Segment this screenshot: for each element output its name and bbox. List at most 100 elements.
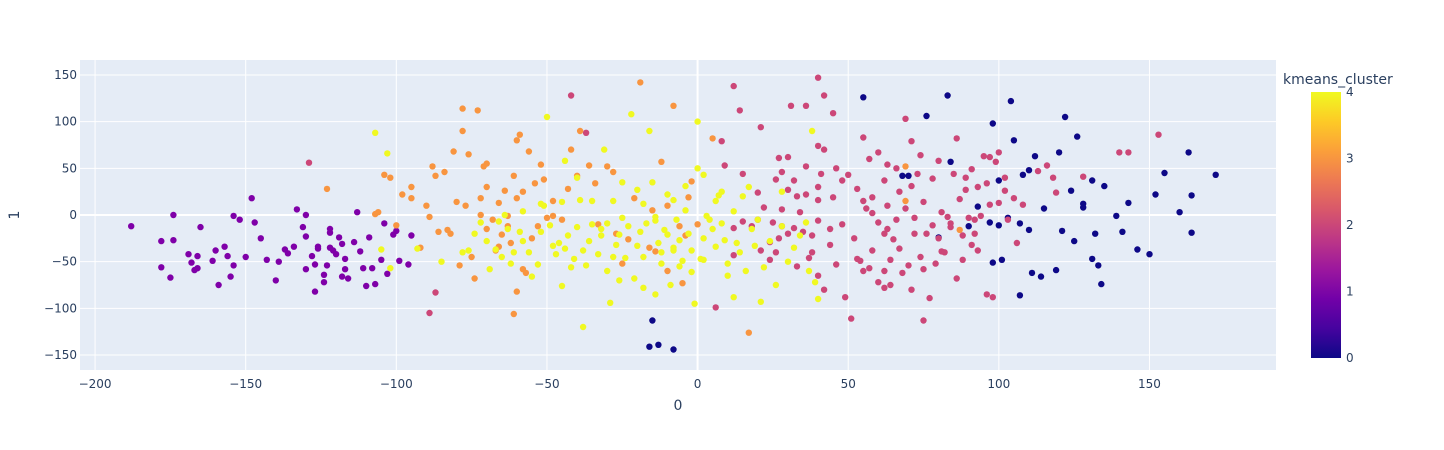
data-point [302, 211, 310, 219]
data-point [944, 92, 951, 99]
data-point [625, 223, 632, 230]
data-point [676, 263, 683, 270]
data-point [1071, 237, 1078, 245]
data-point [863, 205, 870, 212]
data-point [516, 228, 523, 235]
x-tick-label: 50 [841, 377, 856, 391]
data-point [531, 180, 539, 187]
data-point [784, 258, 792, 265]
data-point [549, 242, 557, 249]
data-point [953, 135, 960, 142]
data-point [543, 214, 551, 221]
data-point [670, 346, 677, 353]
data-point [525, 249, 533, 256]
data-point [363, 282, 370, 290]
data-point [1116, 149, 1123, 156]
data-point [369, 265, 376, 272]
data-point [920, 317, 927, 324]
data-point [438, 258, 445, 265]
data-point [760, 204, 768, 211]
data-point [263, 256, 270, 263]
data-point [616, 277, 623, 284]
data-point [387, 265, 394, 272]
data-point [320, 279, 328, 286]
data-point [869, 194, 876, 201]
data-point [323, 185, 331, 193]
data-point [561, 245, 569, 252]
y-tick-label: −50 [52, 255, 77, 269]
data-point [528, 273, 536, 280]
data-point [640, 253, 647, 261]
data-point [866, 155, 873, 163]
data-point [751, 242, 758, 249]
data-point [378, 256, 385, 263]
data-point [459, 127, 466, 135]
data-point [983, 180, 990, 187]
data-point [962, 186, 969, 193]
data-point [995, 177, 1002, 184]
data-point [564, 232, 572, 239]
data-point [902, 197, 909, 205]
data-point [802, 102, 810, 110]
data-point [956, 226, 963, 234]
data-point [1113, 212, 1120, 220]
data-point [902, 205, 909, 212]
data-point [384, 270, 391, 277]
data-point [986, 201, 993, 208]
data-point [495, 199, 502, 207]
data-point [293, 206, 301, 213]
data-point [688, 268, 695, 276]
data-point [652, 217, 659, 224]
data-point [857, 257, 864, 264]
data-point [510, 310, 517, 318]
data-point [664, 191, 671, 198]
data-point [941, 249, 948, 256]
data-point [408, 232, 415, 239]
data-point [995, 199, 1002, 207]
data-point [790, 224, 798, 232]
data-point [721, 237, 728, 244]
data-point [616, 231, 623, 238]
data-point [1019, 171, 1027, 178]
data-point [787, 102, 795, 110]
data-point [1188, 192, 1195, 199]
data-point [974, 183, 981, 191]
data-point [619, 179, 626, 186]
data-point [585, 237, 593, 245]
data-point [453, 198, 460, 206]
data-point [441, 168, 448, 176]
data-point [194, 252, 201, 260]
data-point [974, 203, 981, 210]
data-point [582, 262, 590, 269]
data-point [887, 256, 894, 263]
data-point [814, 272, 822, 279]
data-point [1001, 187, 1009, 194]
data-point [989, 259, 996, 266]
data-point [733, 239, 740, 247]
data-point [908, 286, 915, 293]
data-point [579, 323, 587, 331]
data-point [498, 253, 505, 261]
data-point [902, 163, 909, 170]
data-point [1016, 220, 1024, 227]
data-point [619, 214, 626, 221]
data-point [676, 237, 683, 244]
data-point [670, 244, 677, 251]
data-point [604, 163, 611, 170]
data-point [793, 263, 801, 270]
data-point [1037, 273, 1045, 280]
data-point [507, 260, 514, 267]
data-point [634, 186, 641, 193]
data-point [814, 183, 822, 191]
data-point [839, 177, 846, 184]
x-tick-label: −150 [229, 377, 262, 391]
data-point [887, 281, 894, 289]
data-point [320, 271, 328, 278]
data-point [965, 223, 972, 230]
data-point [230, 212, 237, 220]
data-point [1098, 280, 1105, 288]
data-point [947, 158, 954, 165]
data-point [299, 223, 307, 231]
cluster-3-points [323, 79, 963, 336]
data-point [721, 162, 728, 169]
